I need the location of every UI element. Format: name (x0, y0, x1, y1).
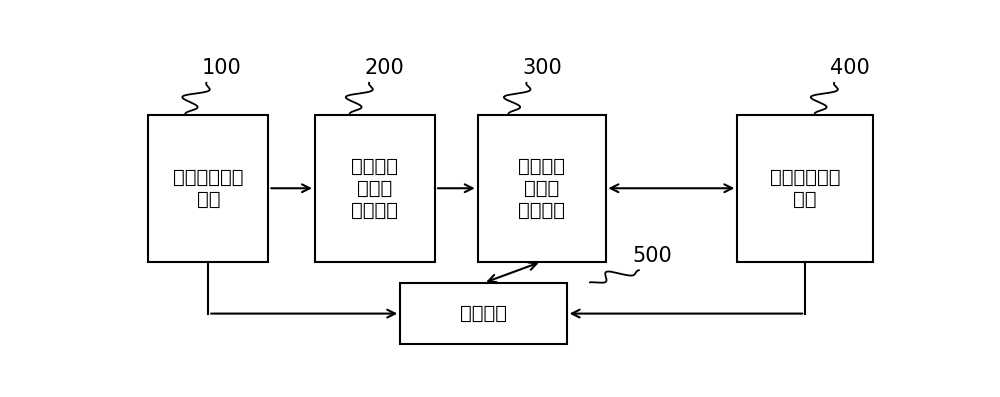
Bar (737, 115, 873, 262)
Text: 心脏状态
分类器
存储模块: 心脏状态 分类器 存储模块 (518, 157, 565, 220)
Text: 300: 300 (522, 58, 562, 78)
Bar (478, 115, 606, 262)
Text: 诊断模块: 诊断模块 (460, 304, 507, 323)
Text: 400: 400 (830, 58, 870, 78)
Bar (315, 115, 435, 262)
Text: 500: 500 (632, 246, 672, 266)
Text: 特征向量提取
模块: 特征向量提取 模块 (173, 168, 244, 209)
Bar (400, 283, 567, 344)
Text: 200: 200 (365, 58, 404, 78)
Bar (148, 115, 268, 262)
Text: 100: 100 (202, 58, 242, 78)
Text: 用户身份识别
模块: 用户身份识别 模块 (770, 168, 840, 209)
Text: 心脏状态
分类器
生成模块: 心脏状态 分类器 生成模块 (351, 157, 398, 220)
